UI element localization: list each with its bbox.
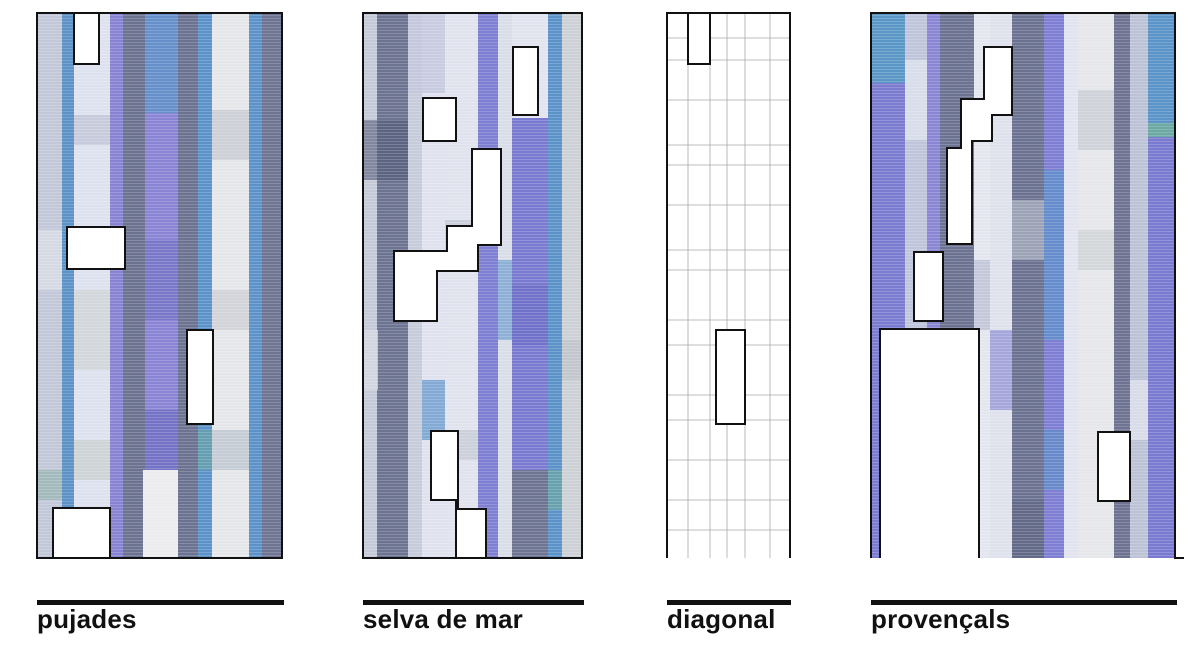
provencals-plan-diagram [870, 12, 1184, 559]
pujades-outline [36, 12, 283, 559]
void-top [73, 13, 100, 65]
void-top [687, 13, 711, 65]
selva-de-mar-plan-diagram [362, 12, 583, 559]
panel-diagonal: diagonal [666, 12, 791, 634]
diagonal-grid [667, 13, 790, 558]
void-bottom [52, 507, 111, 558]
void-stair [946, 46, 1013, 245]
panel-pujades: pujades [0, 0, 300, 657]
void-block [66, 226, 126, 270]
label-rule [37, 600, 284, 605]
panel-label: provençals [871, 604, 1011, 634]
void-block [715, 329, 746, 425]
selva-outline [362, 12, 583, 559]
diagonal-plan-diagram [666, 12, 791, 558]
label-rule [363, 600, 584, 605]
panel-selva-de-mar: selva de mar [362, 12, 584, 634]
label-rule [871, 600, 1177, 605]
void-large [879, 328, 980, 558]
void-stair [393, 148, 502, 322]
void-block [913, 251, 944, 322]
provencals-outline [870, 12, 1184, 559]
diagonal-outline [666, 12, 791, 558]
panel-label: diagonal [667, 604, 776, 634]
void-block [186, 329, 214, 425]
void-block [422, 97, 457, 142]
pujades-stripes-texture [37, 13, 282, 558]
void-block [1097, 431, 1131, 502]
pujades-plan-diagram [36, 12, 283, 559]
void-block [512, 46, 539, 116]
label-rule [667, 600, 791, 605]
panel-label: pujades [37, 604, 137, 634]
panel-label: selva de mar [363, 604, 523, 634]
